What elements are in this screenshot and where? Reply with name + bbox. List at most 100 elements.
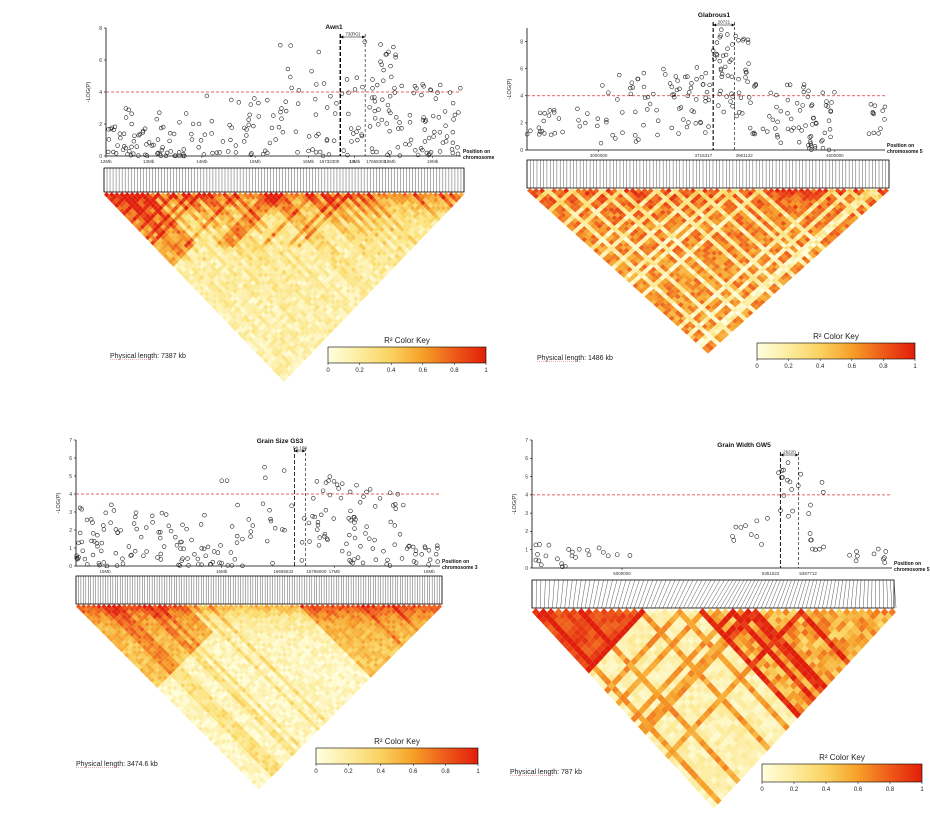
gene-label: Grain Size GS3 bbox=[257, 438, 304, 445]
snp-point bbox=[370, 86, 375, 91]
candidate-left-label: 3716317 bbox=[695, 153, 713, 158]
snp-point bbox=[882, 117, 887, 122]
snp-point bbox=[158, 125, 164, 131]
snp-point bbox=[413, 552, 418, 557]
snp-point bbox=[447, 90, 453, 95]
snp-point bbox=[393, 506, 398, 511]
snp-point bbox=[797, 139, 802, 145]
snp-point bbox=[403, 141, 408, 147]
snp-point bbox=[684, 124, 690, 130]
snp-point bbox=[559, 561, 564, 567]
snp-point bbox=[774, 92, 779, 98]
snp-point bbox=[313, 150, 319, 155]
snp-point bbox=[661, 66, 666, 72]
y-tick-label: 5 bbox=[525, 474, 528, 480]
snp-point bbox=[770, 117, 776, 123]
snp-point bbox=[355, 555, 361, 560]
snp-point bbox=[118, 135, 123, 141]
snp-point bbox=[391, 44, 396, 50]
snp-point bbox=[387, 150, 392, 155]
snp-point bbox=[663, 72, 668, 77]
color-key-tick-label: 1 bbox=[913, 364, 917, 370]
snp-point bbox=[244, 133, 249, 138]
color-key-title: R² Color Key bbox=[374, 737, 420, 746]
snp-point bbox=[633, 139, 639, 144]
snp-point bbox=[369, 146, 375, 151]
snp-point bbox=[341, 148, 346, 153]
snp-point bbox=[855, 553, 860, 559]
snp-connector-lines bbox=[103, 168, 465, 192]
snp-point bbox=[327, 474, 333, 479]
y-tick-label: 0 bbox=[520, 148, 523, 154]
snp-point bbox=[827, 127, 833, 132]
snp-point bbox=[675, 78, 680, 83]
snp-point bbox=[174, 543, 180, 548]
snp-point bbox=[242, 125, 247, 131]
snp-point bbox=[320, 488, 326, 493]
snp-point bbox=[694, 76, 699, 82]
snp-point bbox=[378, 42, 383, 47]
snp-point bbox=[137, 131, 143, 137]
color-key-bar bbox=[756, 342, 916, 360]
snp-point bbox=[306, 148, 311, 154]
snp-point bbox=[703, 70, 708, 76]
y-tick-label: 2 bbox=[99, 122, 102, 128]
color-key-tick-label: 0.4 bbox=[822, 787, 831, 793]
snp-point bbox=[390, 503, 396, 508]
snp-point bbox=[219, 560, 224, 566]
snp-point bbox=[267, 508, 272, 513]
snp-point bbox=[389, 74, 394, 80]
snp-point bbox=[728, 99, 733, 104]
snp-point bbox=[279, 106, 284, 111]
snp-point bbox=[595, 116, 601, 121]
snp-point bbox=[419, 552, 424, 557]
snp-point bbox=[387, 128, 392, 134]
x-tick-label: 18Mb bbox=[423, 569, 435, 574]
snp-point bbox=[351, 131, 356, 136]
snp-point bbox=[421, 115, 426, 120]
y-tick-label: 0 bbox=[525, 566, 528, 572]
snp-point bbox=[334, 101, 339, 106]
snp-point bbox=[537, 542, 542, 547]
snp-point bbox=[785, 126, 791, 132]
snp-point bbox=[729, 57, 734, 62]
color-key-tick-label: 1 bbox=[476, 769, 480, 775]
snp-point bbox=[610, 133, 615, 138]
y-tick-label: 1 bbox=[69, 546, 72, 552]
snp-point bbox=[183, 111, 189, 116]
y-tick-label: 2 bbox=[525, 529, 528, 535]
snp-point bbox=[614, 552, 620, 557]
snp-point bbox=[159, 147, 165, 153]
snp-point bbox=[379, 117, 385, 123]
snp-point bbox=[361, 494, 366, 499]
snp-point bbox=[413, 548, 419, 553]
candidate-left-label: 16732300 bbox=[319, 159, 340, 164]
snp-point bbox=[181, 546, 186, 551]
snp-point bbox=[401, 502, 406, 508]
snp-point bbox=[185, 556, 190, 561]
snp-point bbox=[270, 561, 275, 566]
snp-point bbox=[246, 117, 251, 122]
snp-point bbox=[785, 111, 790, 116]
snp-point bbox=[347, 489, 353, 495]
snp-point bbox=[604, 117, 609, 123]
snp-point bbox=[537, 132, 542, 137]
snp-point bbox=[385, 152, 390, 158]
snp-point bbox=[118, 528, 123, 533]
snp-point bbox=[428, 87, 433, 93]
snp-point bbox=[77, 530, 83, 536]
snp-point bbox=[276, 124, 282, 130]
snp-point bbox=[186, 563, 191, 568]
snp-point bbox=[807, 145, 812, 151]
snp-point bbox=[322, 534, 327, 539]
snp-point bbox=[386, 108, 392, 113]
snp-point bbox=[651, 91, 656, 97]
snp-point bbox=[392, 523, 398, 528]
snp-point bbox=[812, 144, 818, 149]
position-label-line2: chromosome bbox=[463, 155, 495, 161]
snp-point bbox=[385, 102, 391, 108]
position-label-line2: chromosome 5 bbox=[894, 567, 930, 573]
snp-point bbox=[351, 557, 357, 562]
snp-point bbox=[226, 149, 231, 154]
snp-point bbox=[744, 70, 749, 75]
